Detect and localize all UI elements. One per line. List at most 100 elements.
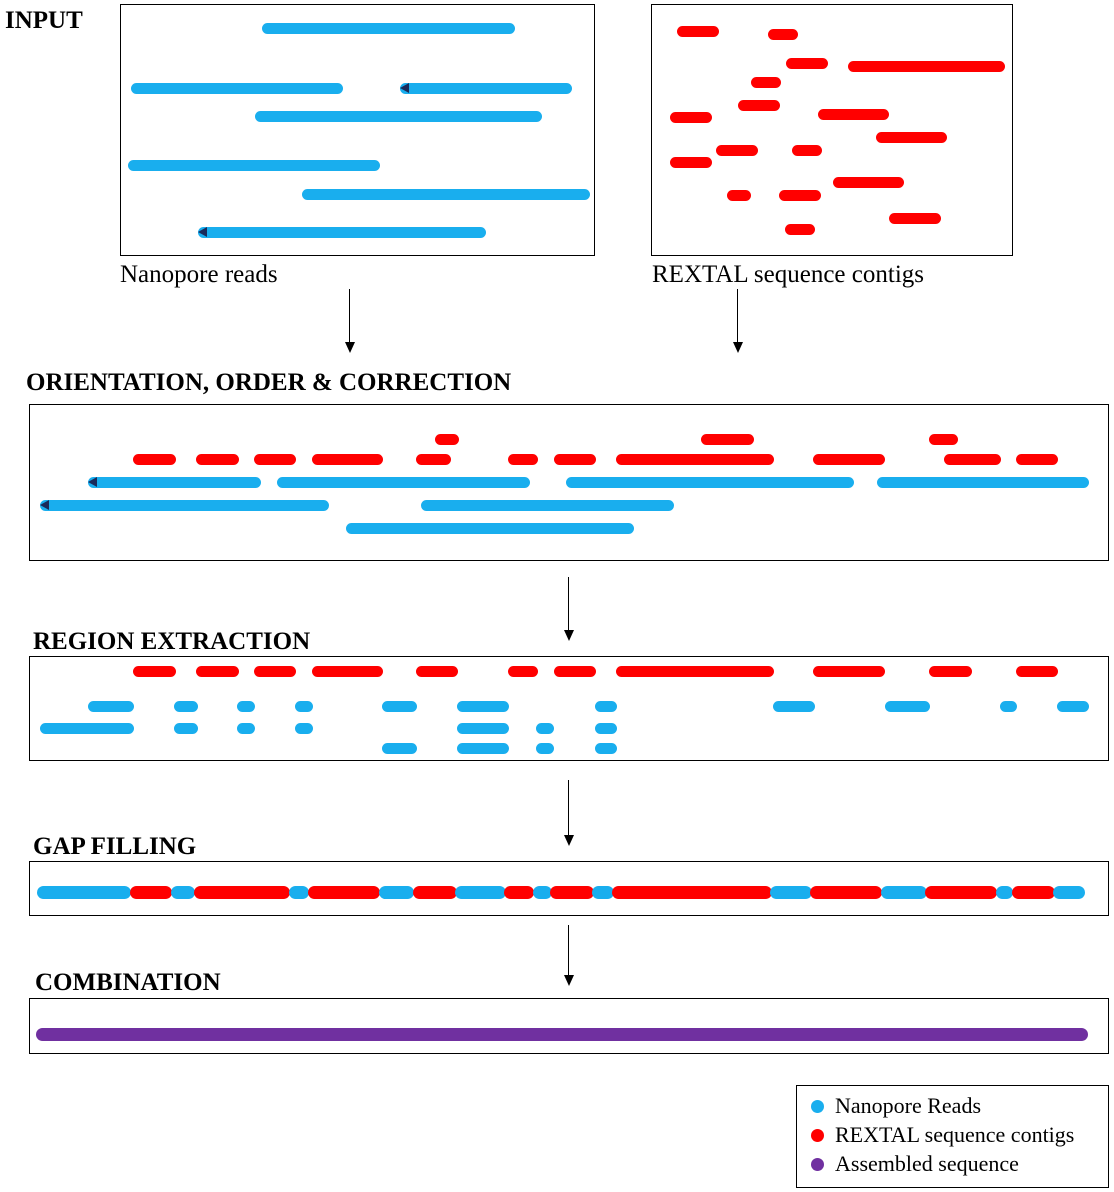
rextal-contig	[818, 109, 889, 120]
rextal-contig	[504, 886, 534, 899]
region-extraction-heading: REGION EXTRACTION	[33, 628, 311, 655]
input-heading: INPUT	[5, 7, 83, 34]
rextal-contig	[925, 886, 997, 899]
nanopore-fragment	[885, 701, 930, 712]
nanopore-fragment	[237, 723, 255, 734]
nanopore-fragment	[237, 701, 255, 712]
rextal-contig	[889, 213, 941, 224]
rextal-contig	[751, 77, 781, 88]
nanopore-gap-fill	[533, 886, 552, 899]
reverse-orientation-icon	[88, 477, 97, 487]
nanopore-read	[877, 477, 1089, 488]
legend-item-nanopore: Nanopore Reads	[811, 1092, 981, 1120]
rextal-contig	[416, 454, 451, 465]
rextal-contig	[133, 666, 176, 677]
rextal-contig	[738, 100, 780, 111]
nanopore-fragment	[595, 743, 617, 754]
nanopore-read	[566, 477, 854, 488]
nanopore-read-reverse	[198, 227, 486, 238]
nanopore-fragment	[457, 723, 509, 734]
rextal-contig	[312, 666, 383, 677]
rextal-contig	[876, 132, 947, 143]
nanopore-fragment	[595, 723, 617, 734]
rextal-contig	[813, 666, 885, 677]
rextal-contig	[813, 454, 885, 465]
rextal-contig	[616, 454, 774, 465]
rextal-contig	[670, 112, 712, 123]
rextal-contigs-caption: REXTAL sequence contigs	[652, 261, 924, 288]
legend-item-rextal: REXTAL sequence contigs	[811, 1121, 1074, 1149]
nanopore-reads-panel	[120, 4, 595, 256]
nanopore-fragment	[174, 701, 198, 712]
nanopore-gap-fill	[171, 886, 195, 899]
rextal-contig	[554, 666, 596, 677]
reverse-orientation-icon	[198, 227, 207, 237]
nanopore-read	[131, 83, 343, 94]
nanopore-gap-fill	[455, 886, 506, 899]
legend-label: Assembled sequence	[835, 1151, 1019, 1176]
rextal-contig	[550, 886, 594, 899]
nanopore-gap-fill	[37, 886, 131, 899]
nanopore-fragment	[40, 723, 134, 734]
rextal-contig	[254, 454, 296, 465]
gap-filling-heading: GAP FILLING	[33, 833, 197, 860]
rextal-contig	[508, 666, 538, 677]
orientation-panel	[29, 404, 1109, 561]
rextal-contig	[196, 454, 239, 465]
nanopore-read	[255, 111, 542, 122]
nanopore-read	[128, 160, 380, 171]
nanopore-fragment	[773, 701, 815, 712]
nanopore-fragment	[536, 743, 554, 754]
rextal-contig	[130, 886, 172, 899]
rextal-contig	[785, 224, 815, 235]
nanopore-read-reverse	[400, 83, 572, 94]
reverse-orientation-icon	[400, 83, 409, 93]
nanopore-read-reverse	[88, 477, 261, 488]
rextal-contig	[416, 666, 458, 677]
combination-heading: COMBINATION	[35, 969, 221, 996]
rextal-contig	[848, 61, 1005, 72]
nanopore-read-reverse	[40, 500, 329, 511]
nanopore-fragment	[595, 701, 617, 712]
rextal-contig	[612, 886, 772, 899]
nanopore-read	[346, 523, 634, 534]
nanopore-reads-caption: Nanopore reads	[120, 261, 278, 288]
legend-swatch-nanopore	[811, 1099, 824, 1113]
rextal-contig	[670, 157, 712, 168]
nanopore-fragment	[295, 723, 313, 734]
reverse-orientation-icon	[40, 500, 49, 510]
nanopore-fragment	[1000, 701, 1017, 712]
nanopore-fragment	[382, 701, 417, 712]
legend-label: Nanopore Reads	[835, 1093, 982, 1118]
nanopore-fragment	[457, 743, 509, 754]
rextal-contig	[1016, 666, 1058, 677]
rextal-contig	[716, 145, 758, 156]
nanopore-fragment	[1057, 701, 1089, 712]
nanopore-fragment	[382, 743, 417, 754]
rextal-contig	[194, 886, 290, 899]
rextal-contig	[312, 454, 383, 465]
rextal-contigs-panel	[651, 4, 1013, 256]
rextal-contig	[944, 454, 1001, 465]
nanopore-gap-fill	[770, 886, 812, 899]
rextal-contig	[929, 434, 958, 445]
nanopore-gap-fill	[1053, 886, 1085, 899]
rextal-contig	[677, 26, 719, 37]
rextal-contig	[196, 666, 239, 677]
rextal-contig	[833, 177, 904, 188]
legend-item-assembled: Assembled sequence	[811, 1150, 1019, 1178]
nanopore-fragment	[295, 701, 313, 712]
nanopore-fragment	[536, 723, 554, 734]
nanopore-read	[277, 477, 530, 488]
rextal-contig	[1012, 886, 1055, 899]
nanopore-fragment	[457, 701, 509, 712]
rextal-contig	[308, 886, 380, 899]
legend-swatch-assembled	[811, 1157, 824, 1171]
legend: Nanopore Reads REXTAL sequence contigs A…	[796, 1085, 1109, 1188]
nanopore-gap-fill	[289, 886, 309, 899]
assembled-sequence	[36, 1028, 1088, 1041]
nanopore-gap-fill	[379, 886, 414, 899]
rextal-contig	[508, 454, 538, 465]
nanopore-gap-fill	[881, 886, 927, 899]
rextal-contig	[554, 454, 596, 465]
